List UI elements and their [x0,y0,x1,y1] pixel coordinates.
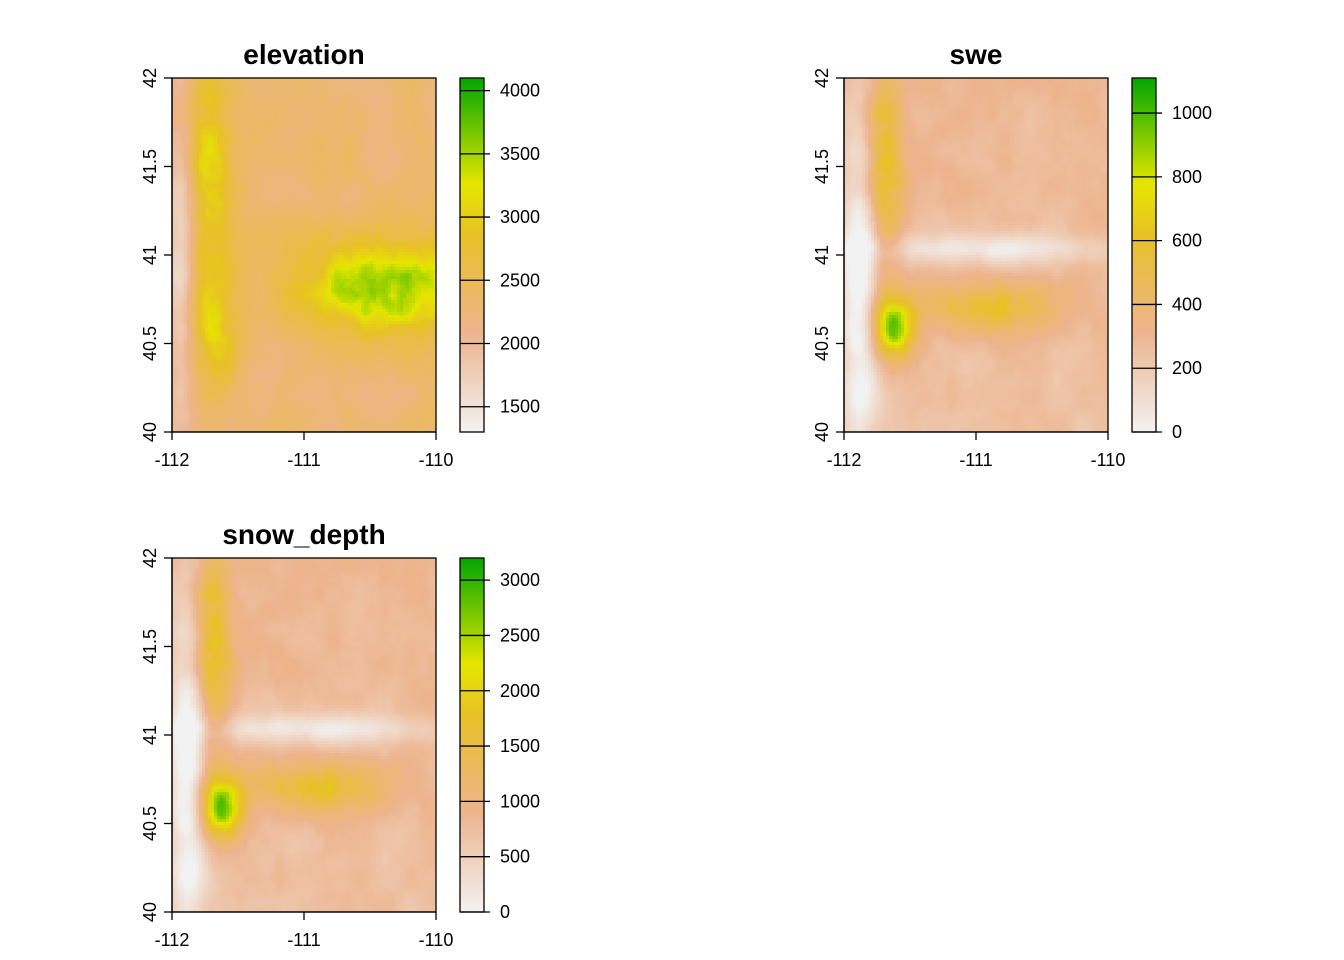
y-tick-label: 41 [140,245,160,265]
y-tick-label: 41.5 [140,629,160,664]
x-tick-label: -112 [155,930,190,950]
legend-tick-label: 3000 [500,207,540,227]
x-tick-label: -111 [959,450,992,470]
y-tick-label: 42 [812,68,832,88]
panel-title: elevation [243,39,364,70]
y-tick-label: 40.5 [812,326,832,361]
panel-elevation: elevation -112 -111 -110 40 40.5 41 41.5 42 1500 2… [140,39,540,470]
legend-tick-label: 4000 [500,81,540,101]
y-tick-label: 40 [140,902,160,922]
legend-tick-label: 800 [1172,167,1202,187]
y-tick-label: 42 [140,548,160,568]
y-tick-label: 41 [140,725,160,745]
legend-tick-label: 2000 [500,681,540,701]
legend-tick-label: 2500 [500,625,540,645]
y-tick-label: 41.5 [140,149,160,184]
panel-title: swe [950,39,1003,70]
panel-swe: swe -112 -111 -110 40 40.5 41 41.5 42 0 200 400 600 8… [812,39,1212,470]
legend-color-bar [459,77,485,433]
legend-tick-label: 1000 [500,791,540,811]
x-tick-label: -111 [287,930,320,950]
y-tick-label: 41 [812,245,832,265]
legend-tick-label: 1500 [500,397,540,417]
x-tick-label: -110 [1091,450,1126,470]
color-legend: 0 500 1000 1500 2000 2500 3000 [459,557,540,922]
legend-color-bar [459,557,485,913]
legend-color-bar [1131,77,1157,433]
legend-tick-label: 0 [500,902,510,922]
legend-tick-label: 3000 [500,570,540,590]
legend-tick-label: 200 [1172,358,1202,378]
legend-tick-label: 0 [1172,422,1182,442]
y-tick-label: 40.5 [140,806,160,841]
color-legend: 1500 2000 2500 3000 3500 4000 [459,77,540,433]
x-tick-label: -110 [419,930,454,950]
y-tick-label: 40 [812,422,832,442]
raster-snow_depth [172,558,436,912]
legend-tick-label: 400 [1172,294,1202,314]
panel-snow_depth: snow_depth -112 -111 -110 40 40.5 41 41.5 42 0 500… [140,519,540,950]
legend-tick-label: 500 [500,847,530,867]
y-tick-label: 40 [140,422,160,442]
panel-title: snow_depth [222,519,385,550]
legend-tick-label: 2000 [500,334,540,354]
legend-tick-label: 3500 [500,144,540,164]
y-tick-label: 42 [140,68,160,88]
x-tick-label: -112 [827,450,862,470]
y-tick-label: 41.5 [812,149,832,184]
y-tick-label: 40.5 [140,326,160,361]
raster-swe [844,78,1108,432]
legend-tick-label: 1500 [500,736,540,756]
legend-tick-label: 600 [1172,231,1202,251]
x-tick-label: -110 [419,450,454,470]
legend-tick-label: 1000 [1172,103,1212,123]
x-tick-label: -111 [287,450,320,470]
x-tick-label: -112 [155,450,190,470]
raster-elevation [172,78,436,432]
color-legend: 0 200 400 600 800 1000 [1131,77,1212,442]
legend-tick-label: 2500 [500,270,540,290]
